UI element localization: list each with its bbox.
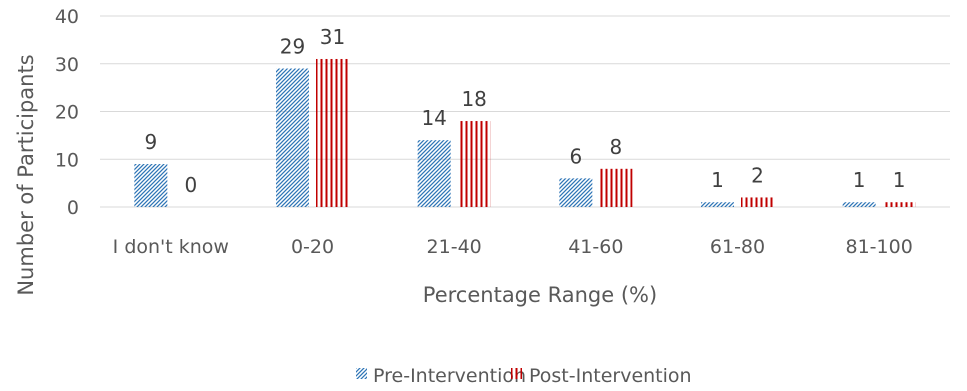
data-label: 8 <box>609 135 622 159</box>
y-tick-labels: 0 10 20 30 40 <box>55 6 79 219</box>
x-tick-labels: I don't know 0-20 21-40 41-60 61-80 81-100 <box>113 236 913 258</box>
legend: Pre-Intervention Post-Intervention <box>356 365 692 387</box>
bar-post <box>316 58 349 207</box>
data-label: 14 <box>421 106 446 130</box>
data-label: 1 <box>853 168 866 192</box>
bars <box>134 58 916 208</box>
bar-post <box>741 197 774 207</box>
data-label: 9 <box>144 130 157 154</box>
data-label: 6 <box>569 144 582 168</box>
gridlines <box>100 15 950 208</box>
x-tick-label: 81-100 <box>846 236 913 258</box>
data-label: 18 <box>461 87 486 111</box>
bar-pre <box>134 164 168 207</box>
legend-swatch <box>511 368 522 379</box>
x-axis-title: Percentage Range (%) <box>423 283 657 307</box>
bar-pre <box>276 68 309 208</box>
bar-post <box>599 168 633 207</box>
legend-swatch <box>356 368 367 379</box>
bar-pre <box>701 202 734 207</box>
y-tick-label: 20 <box>55 102 79 124</box>
data-labels: 9 0 29 31 14 18 6 8 1 2 1 1 <box>144 25 905 197</box>
y-axis-title: Number of Participants <box>14 54 38 295</box>
y-tick-label: 30 <box>55 54 79 76</box>
data-label: 29 <box>280 35 305 59</box>
bar-pre <box>842 202 876 207</box>
data-label: 31 <box>320 25 345 49</box>
x-tick-label: 21-40 <box>427 236 482 258</box>
legend-label: Post-Intervention <box>529 365 692 387</box>
bar-post <box>457 121 491 207</box>
x-tick-label: 41-60 <box>568 236 623 258</box>
data-label: 0 <box>184 173 197 197</box>
bar-post <box>882 202 916 207</box>
x-tick-label: 0-20 <box>291 236 334 258</box>
data-label: 1 <box>893 168 906 192</box>
legend-label: Pre-Intervention <box>373 365 526 387</box>
y-tick-label: 40 <box>55 6 79 28</box>
bar-pre <box>417 140 451 207</box>
x-tick-label: I don't know <box>113 236 229 258</box>
x-tick-label: 61-80 <box>710 236 765 258</box>
y-tick-label: 0 <box>67 197 79 219</box>
data-label: 1 <box>711 168 724 192</box>
bar-pre <box>559 178 593 207</box>
y-tick-label: 10 <box>55 149 79 171</box>
data-label: 2 <box>751 163 764 187</box>
